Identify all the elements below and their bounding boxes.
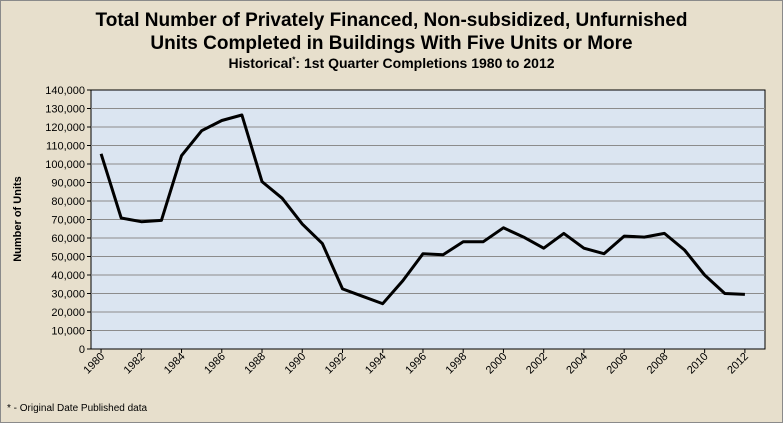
subtitle-mark: * <box>292 55 296 65</box>
y-tick-label: 140,000 <box>45 85 85 97</box>
y-tick-label: 100,000 <box>45 159 85 171</box>
series-line <box>99 113 745 306</box>
chart-title-line-2: Units Completed in Buildings With Five U… <box>150 33 633 54</box>
y-tick-label: 80,000 <box>51 196 85 208</box>
subtitle-prefix: Historical <box>228 55 293 71</box>
x-tick-label: 1986 <box>202 351 228 377</box>
y-tick-label: 20,000 <box>51 307 85 319</box>
x-tick-label: 2012 <box>725 351 751 377</box>
x-tick-label: 1980 <box>81 351 107 377</box>
y-tick-label: 70,000 <box>51 215 85 227</box>
x-tick-label: 2002 <box>524 351 550 377</box>
x-tick-label: 1990 <box>283 351 309 377</box>
y-tick-label: 50,000 <box>51 252 85 264</box>
y-tick-labels: 0 10,000 20,000 30,000 40,000 50,000 60,000 70,… <box>45 85 91 356</box>
y-tick-label: 40,000 <box>51 270 85 282</box>
footnote: * - Original Date Published data <box>7 403 148 414</box>
y-tick-label: 110,000 <box>46 141 85 153</box>
y-tick-label: 130,000 <box>45 104 85 116</box>
chart-title-line-1: Total Number of Privately Financed, Non-… <box>95 10 688 31</box>
y-tick-label: 10,000 <box>51 326 85 338</box>
subtitle-rest: : 1st Quarter Completions 1980 to 2012 <box>295 55 555 71</box>
x-tick-label: 1994 <box>363 351 389 377</box>
gridlines <box>91 108 765 331</box>
y-tick-label: 0 <box>79 344 85 356</box>
x-tick-label: 1988 <box>242 351 268 377</box>
x-tick-label: 2010 <box>685 351 711 377</box>
y-tick-label: 30,000 <box>51 289 85 301</box>
x-tick-label: 2008 <box>645 351 671 377</box>
x-tick-label: 1982 <box>122 351 148 377</box>
y-tick-label: 60,000 <box>51 233 85 245</box>
chart-subtitle: Historical*: 1st Quarter Completions 198… <box>1 55 782 71</box>
x-tick-label: 1984 <box>162 351 188 377</box>
y-axis-title: Number of Units <box>12 176 24 262</box>
x-tick-label: 2004 <box>564 351 590 377</box>
x-tick-label: 2000 <box>484 351 510 377</box>
x-tick-label: 1998 <box>444 351 470 377</box>
x-tick-label: 2006 <box>604 351 630 377</box>
x-tick-label: 1996 <box>403 351 429 377</box>
x-tick-label: 1992 <box>323 351 349 377</box>
y-tick-label: 90,000 <box>51 178 85 190</box>
x-tick-labels: 1980 1982 1984 1986 1988 1990 1992 1994 1996 1998… <box>81 349 751 376</box>
y-tick-label: 120,000 <box>45 122 85 134</box>
